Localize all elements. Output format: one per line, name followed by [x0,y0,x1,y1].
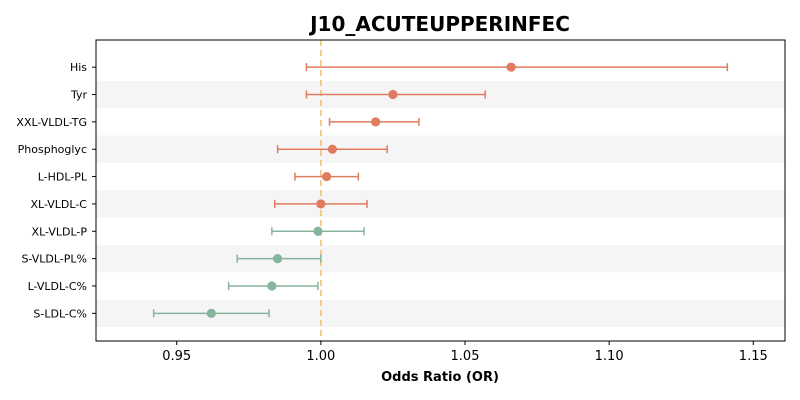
or-point [322,171,332,182]
y-tick-label: XL-VLDL-C [30,198,87,211]
y-tick-label: XXL-VLDL-TG [16,116,87,129]
x-tick-label: 1.15 [739,349,768,364]
y-axis-ticks: His Tyr XXL-VLDL-TG Phosphoglyc L-HDL-PL XL-V… [16,61,96,320]
or-point [316,199,326,209]
row-band [96,135,785,163]
row-band [96,244,785,273]
x-axis-ticks: 0.95 1.00 1.05 1.10 1.15 [162,341,768,364]
y-tick-label: S-VLDL-PL% [21,253,87,266]
y-tick-label: L-VLDL-C% [28,280,87,293]
odds-ratio-points [206,62,516,318]
y-tick-label: S-LDL-C% [33,307,87,320]
y-tick-label: His [70,61,87,74]
row-band [96,190,785,218]
y-tick-label: XL-VLDL-P [32,225,88,238]
y-tick-label: Phosphoglyc [18,143,87,156]
or-point [206,308,216,318]
or-point [327,144,337,154]
x-tick-label: 1.00 [306,349,335,364]
or-point [273,254,283,264]
or-point [388,89,398,100]
or-point [371,117,381,127]
y-tick-label: Tyr [70,89,88,102]
or-point [506,62,516,72]
or-point [267,281,277,291]
y-tick-label: L-HDL-PL [38,171,88,184]
x-tick-label: 1.10 [595,349,624,364]
plot-frame [95,39,786,342]
chart-title: J10_ACUTEUPPERINFEC [308,12,570,36]
row-bands [96,80,785,327]
or-point [313,226,323,236]
x-tick-label: 1.05 [451,349,480,364]
x-tick-label: 0.95 [162,349,191,364]
x-axis-label: Odds Ratio (OR) [381,370,499,385]
